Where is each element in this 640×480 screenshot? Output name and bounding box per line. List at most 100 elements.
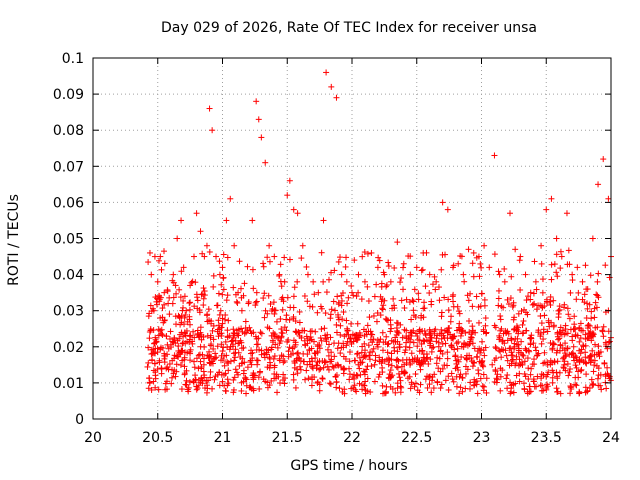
data-point xyxy=(275,334,282,341)
data-point xyxy=(388,362,395,369)
data-point xyxy=(457,332,464,339)
data-point xyxy=(396,344,403,351)
x-tick-label: 22 xyxy=(343,430,361,446)
data-point xyxy=(375,374,382,381)
data-point xyxy=(190,379,197,386)
data-point xyxy=(517,349,524,356)
data-point xyxy=(220,274,227,281)
data-point xyxy=(483,375,490,382)
data-point xyxy=(215,333,222,340)
data-point xyxy=(471,376,478,383)
data-point xyxy=(513,341,520,348)
data-point xyxy=(572,381,579,388)
data-point xyxy=(307,361,314,368)
data-point xyxy=(182,332,189,339)
data-point xyxy=(311,374,318,381)
data-point xyxy=(161,317,168,324)
data-point xyxy=(337,331,344,338)
data-point xyxy=(376,339,383,346)
data-point xyxy=(592,341,599,348)
data-point xyxy=(292,318,299,325)
data-point xyxy=(606,338,613,345)
data-point xyxy=(317,365,324,372)
data-point xyxy=(509,356,516,363)
data-point xyxy=(495,268,502,275)
data-point xyxy=(588,376,595,383)
data-point xyxy=(196,309,203,316)
data-point xyxy=(252,299,259,306)
data-point xyxy=(406,356,413,363)
data-point xyxy=(197,228,204,235)
data-point xyxy=(584,305,591,312)
data-point xyxy=(333,321,340,328)
data-point xyxy=(253,98,260,105)
data-point xyxy=(417,381,424,388)
data-point xyxy=(479,338,486,345)
data-point xyxy=(450,303,457,310)
data-point xyxy=(161,301,168,308)
data-point xyxy=(199,351,206,358)
data-point xyxy=(549,346,556,353)
data-point xyxy=(166,361,173,368)
data-point xyxy=(543,386,550,393)
data-point xyxy=(203,242,210,249)
data-point xyxy=(168,380,175,387)
data-point xyxy=(274,389,281,396)
data-point xyxy=(410,298,417,305)
data-point xyxy=(383,333,390,340)
data-point xyxy=(223,217,230,224)
data-point xyxy=(207,368,214,375)
data-point xyxy=(447,318,454,325)
data-point xyxy=(500,330,507,337)
data-point xyxy=(466,317,473,324)
data-point xyxy=(169,300,176,307)
data-point xyxy=(535,350,542,357)
data-point xyxy=(354,351,361,358)
data-point xyxy=(523,297,530,304)
data-point xyxy=(478,346,485,353)
data-point xyxy=(294,349,301,356)
data-point xyxy=(266,258,273,265)
data-point xyxy=(606,274,613,281)
data-point xyxy=(527,289,534,296)
data-point xyxy=(227,358,234,365)
data-point xyxy=(211,376,218,383)
data-point xyxy=(161,260,168,267)
data-point xyxy=(340,309,347,316)
data-point xyxy=(178,386,185,393)
data-point xyxy=(540,371,547,378)
data-point xyxy=(466,352,473,359)
data-point xyxy=(158,370,165,377)
data-point xyxy=(459,388,466,395)
data-point xyxy=(319,375,326,382)
data-point xyxy=(412,330,419,337)
data-point xyxy=(186,306,193,313)
data-point xyxy=(570,343,577,350)
data-point xyxy=(311,291,318,298)
data-point xyxy=(271,310,278,317)
data-point xyxy=(601,359,608,366)
data-point xyxy=(273,375,280,382)
data-point xyxy=(462,363,469,370)
data-point xyxy=(387,383,394,390)
data-point xyxy=(255,374,262,381)
data-point xyxy=(163,333,170,340)
data-point xyxy=(340,366,347,373)
data-point xyxy=(216,258,223,265)
data-point xyxy=(385,361,392,368)
data-point xyxy=(209,327,216,334)
data-point xyxy=(566,369,573,376)
data-point xyxy=(445,373,452,380)
data-point xyxy=(366,314,373,321)
data-point xyxy=(208,341,215,348)
data-point xyxy=(258,134,265,141)
data-point xyxy=(481,242,488,249)
data-point xyxy=(238,294,245,301)
data-point xyxy=(414,356,421,363)
data-point xyxy=(450,378,457,385)
y-tick-label: 0.04 xyxy=(53,268,84,284)
data-point xyxy=(550,369,557,376)
data-point xyxy=(230,389,237,396)
data-point xyxy=(249,217,256,224)
data-point xyxy=(597,348,604,355)
